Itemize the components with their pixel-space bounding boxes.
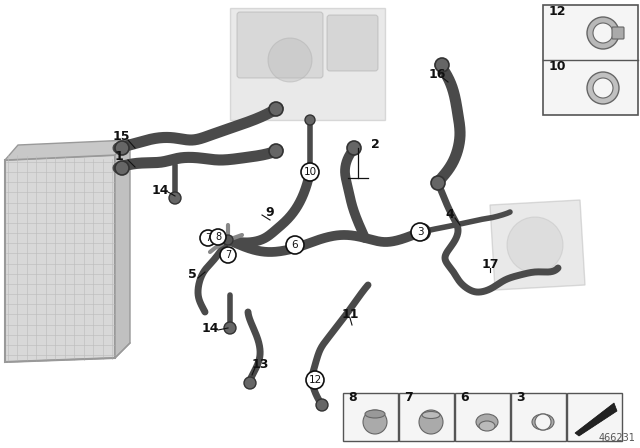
Circle shape bbox=[306, 371, 324, 389]
Circle shape bbox=[411, 223, 429, 241]
Text: 4: 4 bbox=[445, 208, 454, 221]
Text: 7: 7 bbox=[404, 391, 413, 404]
Circle shape bbox=[593, 23, 613, 43]
Circle shape bbox=[316, 399, 328, 411]
Text: 3: 3 bbox=[516, 391, 525, 404]
Text: 10: 10 bbox=[303, 167, 317, 177]
Circle shape bbox=[169, 192, 181, 204]
Ellipse shape bbox=[365, 410, 385, 418]
Circle shape bbox=[435, 58, 449, 72]
Text: 6: 6 bbox=[460, 391, 468, 404]
Text: 3: 3 bbox=[417, 227, 423, 237]
Text: 14: 14 bbox=[201, 322, 219, 335]
Text: 15: 15 bbox=[112, 130, 130, 143]
Text: 16: 16 bbox=[428, 69, 445, 82]
Text: 13: 13 bbox=[252, 358, 269, 371]
FancyBboxPatch shape bbox=[612, 27, 624, 39]
Text: 12: 12 bbox=[549, 5, 566, 18]
Circle shape bbox=[200, 230, 216, 246]
Text: 8: 8 bbox=[348, 391, 356, 404]
Circle shape bbox=[301, 163, 319, 181]
Circle shape bbox=[115, 141, 129, 155]
Polygon shape bbox=[115, 140, 130, 358]
FancyBboxPatch shape bbox=[327, 15, 378, 71]
Circle shape bbox=[269, 144, 283, 158]
Polygon shape bbox=[490, 200, 585, 290]
Circle shape bbox=[244, 377, 256, 389]
Circle shape bbox=[224, 322, 236, 334]
Polygon shape bbox=[5, 155, 115, 362]
Circle shape bbox=[310, 373, 320, 383]
Circle shape bbox=[286, 236, 304, 254]
Circle shape bbox=[269, 102, 283, 116]
Circle shape bbox=[115, 161, 129, 175]
FancyBboxPatch shape bbox=[399, 393, 454, 441]
Text: 14: 14 bbox=[151, 184, 169, 197]
Text: 5: 5 bbox=[188, 268, 196, 281]
Circle shape bbox=[268, 38, 312, 82]
Circle shape bbox=[210, 229, 226, 245]
Text: 2: 2 bbox=[371, 138, 380, 151]
Circle shape bbox=[363, 410, 387, 434]
Circle shape bbox=[347, 141, 361, 155]
FancyBboxPatch shape bbox=[511, 393, 566, 441]
FancyBboxPatch shape bbox=[237, 12, 323, 78]
Circle shape bbox=[593, 78, 613, 98]
Circle shape bbox=[535, 414, 551, 430]
FancyBboxPatch shape bbox=[455, 393, 510, 441]
Circle shape bbox=[507, 217, 563, 273]
Polygon shape bbox=[575, 403, 617, 436]
Text: 466231: 466231 bbox=[598, 433, 635, 443]
FancyBboxPatch shape bbox=[543, 5, 638, 115]
Circle shape bbox=[305, 115, 315, 125]
Ellipse shape bbox=[476, 414, 498, 430]
Circle shape bbox=[587, 72, 619, 104]
Text: 12: 12 bbox=[308, 375, 322, 385]
Ellipse shape bbox=[532, 414, 554, 430]
Polygon shape bbox=[230, 8, 385, 120]
FancyBboxPatch shape bbox=[567, 393, 622, 441]
Text: 17: 17 bbox=[481, 258, 499, 271]
FancyBboxPatch shape bbox=[343, 393, 398, 441]
Text: 10: 10 bbox=[549, 60, 566, 73]
Text: 11: 11 bbox=[341, 309, 359, 322]
Text: 7: 7 bbox=[225, 250, 231, 260]
Circle shape bbox=[419, 410, 443, 434]
Circle shape bbox=[223, 235, 233, 245]
Circle shape bbox=[587, 17, 619, 49]
Circle shape bbox=[431, 176, 445, 190]
Circle shape bbox=[414, 224, 430, 240]
Ellipse shape bbox=[422, 412, 440, 418]
Text: 6: 6 bbox=[292, 240, 298, 250]
Polygon shape bbox=[5, 140, 130, 160]
Text: 8: 8 bbox=[215, 232, 221, 242]
Text: 9: 9 bbox=[266, 206, 275, 219]
Ellipse shape bbox=[479, 421, 495, 431]
Text: 1: 1 bbox=[115, 151, 124, 164]
Text: 7: 7 bbox=[205, 233, 211, 243]
Circle shape bbox=[220, 247, 236, 263]
